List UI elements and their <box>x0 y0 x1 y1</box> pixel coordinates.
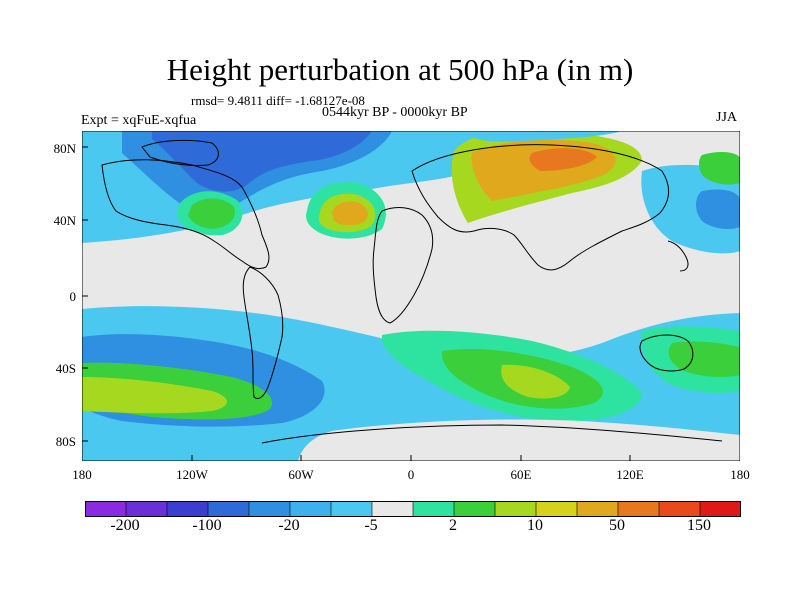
south-america-outline <box>242 266 284 400</box>
coastline-layer <box>101 139 723 444</box>
lat-label-80n: 80N <box>53 141 76 156</box>
colorbar <box>85 501 741 517</box>
pacific-nw-green-region <box>699 152 740 185</box>
colorbar-swatch-0 <box>85 501 127 517</box>
eurasia-outline <box>411 144 669 271</box>
antarctic-neutral-region <box>332 419 740 461</box>
nw-pacific-blue-region <box>696 189 740 229</box>
maritime-continent-outline <box>667 240 689 272</box>
atlantic-orange-region <box>332 201 368 226</box>
greenland-outline <box>141 139 219 166</box>
colorbar-swatch-15 <box>700 501 741 517</box>
south-pacific-yellowgreen-region <box>82 377 227 414</box>
indian-ocean-yellowgreen-region <box>501 364 570 399</box>
colorbar-swatch-2 <box>167 501 209 517</box>
lon-label-60e: 60E <box>510 467 532 482</box>
experiment-label: Expt = xqFuE-xqfua <box>81 113 197 128</box>
season-label: JJA <box>716 110 738 125</box>
se-pacific-green-region <box>668 341 740 377</box>
colorbar-swatch-14 <box>659 501 701 517</box>
north-america-outline <box>101 159 270 270</box>
colorbar-swatch-3 <box>208 501 250 517</box>
colorbar-swatch-7 <box>372 501 414 517</box>
colorbar-swatch-6 <box>331 501 373 517</box>
lon-label-120e: 120E <box>616 467 644 482</box>
colorbar-swatch-5 <box>290 501 332 517</box>
north-blue-dark-region <box>152 131 372 192</box>
antarctica-outline <box>261 424 723 444</box>
period-label: 0544kyr BP - 0000kyr BP <box>322 105 468 120</box>
colorbar-swatch-13 <box>618 501 660 517</box>
stats-label: rmsd= 9.4811 diff= -1.68127e-08 <box>191 93 365 108</box>
lon-label-180w: 180 <box>72 467 92 482</box>
lat-label-80s: 80S <box>55 434 76 449</box>
colorbar-frame <box>85 501 741 517</box>
colorbar-label-10: 10 <box>527 517 543 534</box>
nw-pacific-blue-light-region <box>641 164 740 254</box>
colorbar-swatch-8 <box>413 501 455 517</box>
lon-label-120w: 120W <box>176 467 208 482</box>
colorbar-label-minus-200: -200 <box>110 517 140 534</box>
lat-label-40s: 40S <box>55 361 76 376</box>
colorbar-label-2: 2 <box>449 517 457 534</box>
africa-outline <box>372 207 434 324</box>
lat-label-40n: 40N <box>53 213 76 228</box>
colorbar-label-50: 50 <box>609 517 625 534</box>
colorbar-swatch-1 <box>126 501 168 517</box>
lat-label-0: 0 <box>69 289 77 304</box>
siberia-red-orange-region <box>529 148 597 171</box>
contour-fill-layer <box>82 131 740 461</box>
arctic-blue-light-region <box>462 131 622 142</box>
lon-label-180e: 180 <box>730 467 750 482</box>
lon-label-0: 0 <box>407 467 415 482</box>
colorbar-label-150: 150 <box>687 517 711 534</box>
colorbar-swatch-12 <box>577 501 619 517</box>
colorbar-label-minus-5: -5 <box>364 517 378 534</box>
lon-label-60w: 60W <box>288 467 314 482</box>
map-title: Height perturbation at 500 hPa (in m) <box>166 52 634 87</box>
tick-layer <box>82 146 740 461</box>
contour-map <box>82 131 740 461</box>
colorbar-label-minus-20: -20 <box>278 517 300 534</box>
colorbar-label-minus-100: -100 <box>192 517 222 534</box>
pacific-green-region <box>188 198 235 229</box>
colorbar-swatch-4 <box>249 501 291 517</box>
colorbar-swatch-9 <box>454 501 496 517</box>
australia-outline <box>639 334 694 372</box>
colorbar-swatch-11 <box>536 501 578 517</box>
colorbar-swatch-10 <box>495 501 537 517</box>
antarctic-neutral-edge <box>298 431 332 461</box>
